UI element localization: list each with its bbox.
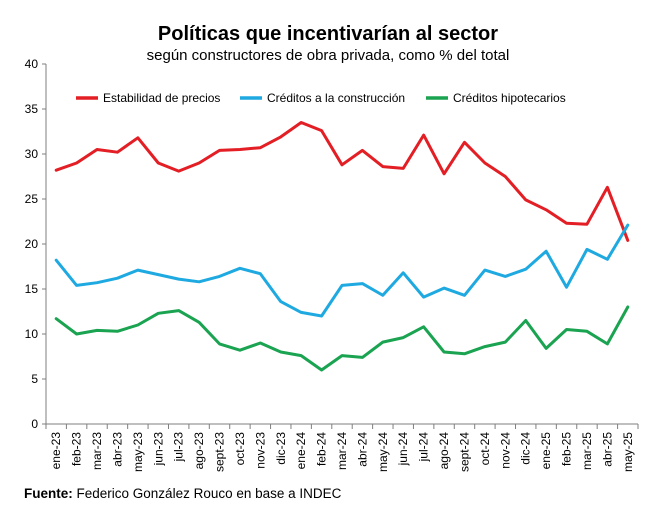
- series-line: [54, 223, 630, 318]
- y-tick-label: 10: [25, 327, 39, 341]
- x-tick-label: may-25: [621, 432, 635, 472]
- x-tick-label: ago-24: [437, 432, 451, 470]
- legend: Estabilidad de precios Créditos a la cons…: [76, 91, 566, 105]
- y-tick-label: 25: [25, 192, 39, 206]
- y-tick-label: 15: [25, 282, 39, 296]
- y-tick-label: 40: [25, 57, 39, 71]
- x-tick-label: may-24: [376, 432, 390, 472]
- series-lines: [54, 121, 630, 372]
- x-tick-label: jul-24: [417, 432, 431, 463]
- source-text: Federico González Rouco en base a INDEC: [76, 486, 342, 501]
- x-tick-label: mar-24: [335, 432, 349, 470]
- x-tick-label: feb-23: [70, 432, 84, 466]
- x-tick-label: abr-25: [600, 432, 614, 467]
- x-tick-label: jun-24: [396, 432, 410, 467]
- x-tick-label: mar-25: [580, 432, 594, 470]
- x-tick-label: jul-23: [172, 432, 186, 463]
- source-note: Fuente: Federico González Rouco en base …: [24, 486, 341, 501]
- x-tick-label: oct-23: [233, 432, 247, 466]
- x-tick-label: feb-24: [315, 432, 329, 466]
- x-tick-label: ene-24: [294, 432, 308, 470]
- legend-entry: Créditos a la construcción: [267, 91, 405, 105]
- source-label: Fuente:: [24, 486, 73, 501]
- x-tick-label: ene-23: [49, 432, 63, 470]
- y-tick-label: 35: [25, 102, 39, 116]
- series-line: [54, 305, 630, 372]
- axes: 0 5 10 15 20 25 30 35 40 ene-23 feb-23 mar-23 abr-23…: [25, 57, 639, 472]
- x-tick-label: abr-23: [110, 432, 124, 467]
- x-tick-label: sept-23: [213, 432, 227, 472]
- x-tick-label: nov-24: [498, 432, 512, 469]
- chart-title: Políticas que incentivarían al sector: [158, 23, 498, 45]
- x-tick-label: mar-23: [90, 432, 104, 470]
- x-tick-label: sept-24: [457, 432, 471, 472]
- x-tick-label: ene-25: [539, 432, 553, 470]
- x-tick-label: dic-23: [274, 432, 288, 465]
- x-tick-label: abr-24: [355, 432, 369, 467]
- chart-subtitle: según constructores de obra privada, com…: [147, 47, 510, 64]
- y-tick-label: 20: [25, 237, 39, 251]
- x-tick-label: jun-23: [151, 432, 165, 467]
- series-line: [54, 121, 630, 242]
- y-tick-label: 30: [25, 147, 39, 161]
- x-tick-label: nov-23: [253, 432, 267, 469]
- x-tick-label: may-23: [131, 432, 145, 472]
- x-tick-label: dic-24: [519, 432, 533, 465]
- x-tick-label: feb-25: [560, 432, 574, 466]
- legend-entry: Estabilidad de precios: [103, 91, 220, 105]
- y-tick-label: 0: [31, 417, 38, 431]
- x-tick-label: ago-23: [192, 432, 206, 470]
- y-tick-label: 5: [31, 372, 38, 386]
- legend-entry: Créditos hipotecarios: [453, 91, 566, 105]
- x-tick-label: oct-24: [478, 432, 492, 466]
